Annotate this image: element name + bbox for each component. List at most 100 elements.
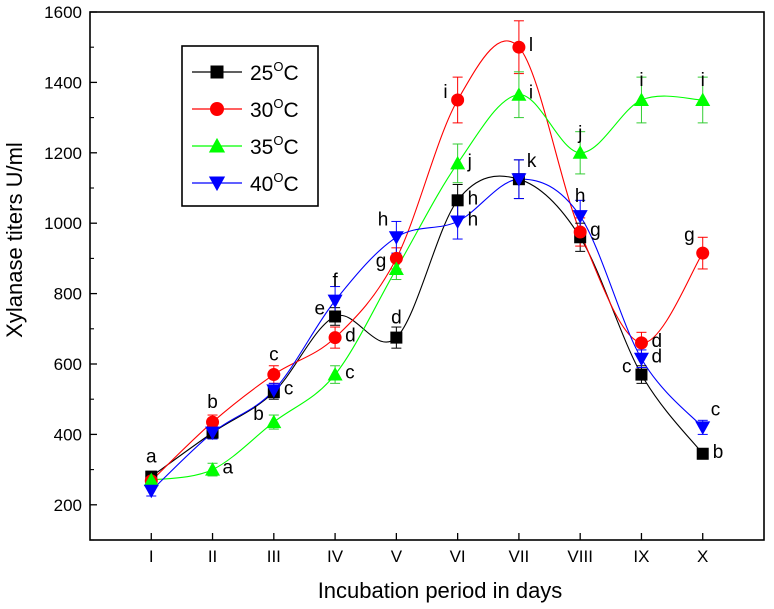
- legend-box: [181, 45, 319, 207]
- legend-label-2: 35OC: [250, 133, 299, 159]
- series-line-2: [151, 94, 703, 481]
- data-point-3: [511, 173, 527, 187]
- data-point-1: [573, 225, 587, 239]
- series-line-1: [150, 40, 704, 482]
- data-point-3: [633, 352, 649, 367]
- series-line-0: [150, 175, 704, 478]
- legend-temp-value: 35: [250, 136, 273, 159]
- significance-letter: c: [622, 357, 632, 378]
- significance-letter: g: [376, 251, 387, 272]
- legend-marker-3: [208, 176, 226, 192]
- legend-marker-1: [210, 102, 224, 116]
- legend-temp-value: 30: [250, 99, 273, 122]
- significance-letter: e: [315, 298, 326, 319]
- x-tick-label: X: [697, 547, 708, 566]
- significance-letter: i: [529, 83, 533, 104]
- x-tick-label: V: [391, 547, 403, 566]
- y-tick-label: 1200: [44, 144, 82, 163]
- significance-letter: i: [701, 70, 705, 91]
- data-markers: [143, 40, 711, 499]
- x-tick-label: I: [149, 547, 154, 566]
- y-tick-label: 600: [54, 355, 82, 374]
- data-point-2: [205, 462, 221, 476]
- significance-letter: c: [345, 363, 355, 384]
- significance-letter: a: [223, 458, 234, 479]
- data-point-3: [388, 231, 404, 245]
- data-point-0: [390, 331, 403, 344]
- x-tick-label: VI: [450, 547, 466, 566]
- legend-marker-2: [208, 137, 226, 153]
- data-point-3: [450, 215, 466, 229]
- significance-letter: b: [207, 392, 218, 413]
- significance-letter: k: [527, 151, 537, 172]
- legend-degree-mark: O: [273, 96, 283, 111]
- legend-temp-value: 40: [250, 173, 273, 196]
- significance-letter: i: [443, 82, 447, 103]
- legend-unit: C: [283, 62, 298, 85]
- data-point-3: [327, 294, 343, 309]
- data-point-3: [572, 210, 588, 224]
- x-axis-ticks: I II III IV V VI VII VIII IX X: [149, 533, 708, 566]
- x-axis-title: Incubation period in days: [318, 578, 563, 603]
- data-point-3: [205, 426, 221, 441]
- significance-letter: h: [378, 209, 389, 230]
- data-point-2: [450, 155, 466, 170]
- x-tick-label: VIII: [567, 547, 593, 566]
- legend-label-0: 25OC: [250, 59, 299, 85]
- y-axis-title: Xylanase titers U/ml: [2, 142, 27, 338]
- legend-unit: C: [283, 173, 298, 196]
- legend-degree-mark: O: [273, 170, 283, 185]
- significance-letter: f: [332, 271, 338, 292]
- data-point-3: [266, 384, 282, 398]
- significance-letter: h: [468, 188, 479, 209]
- x-tick-label: IV: [327, 547, 344, 566]
- significance-letter: d: [651, 331, 662, 352]
- significance-letter: l: [529, 35, 533, 56]
- data-point-3: [695, 421, 711, 435]
- significance-letter: h: [468, 209, 479, 230]
- significance-letter: d: [345, 326, 356, 347]
- data-point-2: [388, 261, 404, 275]
- significance-letter: h: [575, 186, 586, 207]
- significance-letter: c: [284, 378, 294, 399]
- legend-temp-value: 25: [250, 62, 273, 85]
- data-point-2: [327, 367, 343, 381]
- data-point-2: [695, 92, 711, 106]
- data-point-3: [143, 484, 159, 499]
- significance-letter: a: [146, 447, 157, 468]
- significance-letter: b: [713, 442, 724, 463]
- legend-degree-mark: O: [273, 133, 283, 148]
- plot-frame: [89, 11, 765, 541]
- data-point-1: [206, 415, 220, 429]
- y-tick-label: 400: [54, 425, 82, 444]
- data-point-1: [634, 336, 648, 350]
- data-point-0: [696, 447, 709, 460]
- legend-degree-mark: O: [273, 59, 283, 74]
- legend-unit: C: [283, 99, 298, 122]
- data-point-2: [572, 145, 588, 159]
- significance-letter: d: [391, 308, 402, 329]
- data-point-2: [633, 92, 649, 106]
- series-lines: [150, 40, 704, 492]
- significance-letter: b: [253, 404, 264, 425]
- data-point-1: [512, 40, 526, 54]
- legend-label-1: 30OC: [250, 96, 299, 122]
- data-point-1: [267, 368, 281, 382]
- series-line-3: [150, 178, 704, 492]
- data-point-1: [328, 331, 342, 345]
- y-tick-label: 200: [54, 496, 82, 515]
- x-tick-label: III: [267, 547, 281, 566]
- y-tick-label: 1600: [44, 3, 82, 22]
- significance-letter: g: [684, 225, 695, 246]
- significance-letter: j: [467, 151, 472, 172]
- data-point-2: [266, 414, 282, 429]
- significance-letter: c: [711, 399, 721, 420]
- significance-letter: g: [590, 220, 601, 241]
- significance-letter: i: [639, 70, 643, 91]
- data-point-1: [451, 93, 465, 107]
- y-tick-label: 800: [54, 285, 82, 304]
- plot-border: [89, 11, 765, 541]
